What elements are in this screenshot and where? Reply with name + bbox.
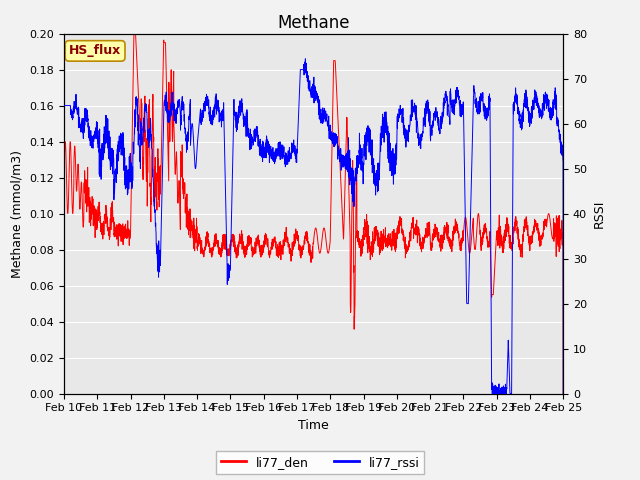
Legend: li77_den, li77_rssi: li77_den, li77_rssi — [216, 451, 424, 474]
Y-axis label: RSSI: RSSI — [593, 199, 605, 228]
Y-axis label: Methane (mmol/m3): Methane (mmol/m3) — [11, 150, 24, 277]
Title: Methane: Methane — [277, 14, 350, 32]
Text: HS_flux: HS_flux — [69, 44, 121, 58]
X-axis label: Time: Time — [298, 419, 329, 432]
